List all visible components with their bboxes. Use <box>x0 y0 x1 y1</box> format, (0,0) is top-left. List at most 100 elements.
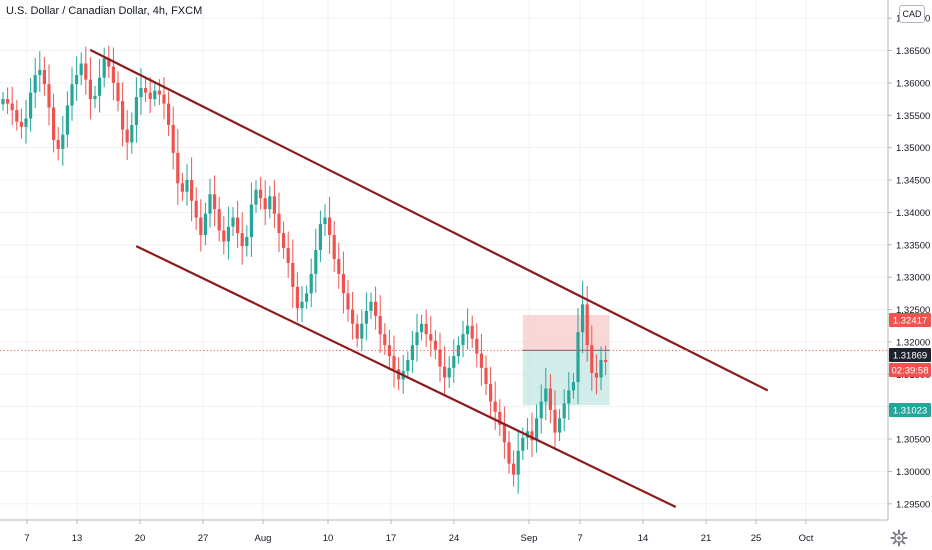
currency-badge[interactable]: CAD <box>899 5 925 23</box>
candle-body <box>134 97 138 125</box>
candle-body <box>567 390 571 404</box>
candle-body <box>521 437 525 451</box>
price-tags: 1.32417 1.31869 02:39:58 1.31023 <box>889 313 931 417</box>
candle-body <box>553 409 557 433</box>
x-axis-ticks: 7 13 20 27 Aug 10 17 24 Sep 7 14 21 25 Oct <box>24 520 814 544</box>
candle-body <box>84 63 88 80</box>
y-tick-label: 1.32500 <box>896 305 930 316</box>
candle-body <box>65 105 69 135</box>
candle-body <box>70 84 74 106</box>
candle-body <box>231 217 235 227</box>
y-tick-label: 1.36000 <box>896 78 930 89</box>
channel-lines <box>89 48 769 509</box>
candle-body <box>180 183 184 192</box>
candle-body <box>562 403 566 419</box>
candle-body <box>176 152 180 184</box>
candle-body <box>167 103 171 125</box>
candle-body <box>571 382 575 391</box>
candle-body <box>102 58 106 78</box>
candle-body <box>148 92 152 100</box>
candle-body <box>360 323 364 339</box>
candle-body <box>153 90 157 100</box>
candle-body <box>429 334 433 341</box>
x-tick-label: 13 <box>72 533 83 544</box>
candle-body <box>355 323 359 339</box>
candle-body <box>226 226 230 242</box>
candle-body <box>203 213 207 236</box>
y-tick-label: 1.33000 <box>896 273 930 284</box>
candle-body <box>475 338 479 354</box>
candle-body <box>52 107 56 140</box>
candle-body <box>539 401 543 419</box>
y-tick-label: 1.32000 <box>896 337 930 348</box>
stop-price-label: 1.32417 <box>893 316 927 327</box>
y-tick-label: 1.34000 <box>896 208 930 219</box>
candlestick-series <box>1 45 608 494</box>
candle-body <box>341 273 345 294</box>
stop-loss-zone <box>522 314 610 351</box>
candle-body <box>29 92 33 119</box>
candle-body <box>599 360 603 378</box>
candle-body <box>585 304 589 346</box>
position-zones <box>522 314 610 406</box>
candle-body <box>346 293 350 310</box>
candle-body <box>88 79 92 100</box>
candle-body <box>19 121 23 127</box>
candle-body <box>116 82 120 102</box>
candle-body <box>291 262 295 287</box>
candle-body <box>236 217 240 234</box>
x-tick-label: Oct <box>799 533 814 544</box>
candle-body <box>162 94 166 104</box>
channel-lower-line <box>135 245 677 509</box>
target-price-tag: 1.31023 <box>889 403 931 417</box>
x-tick-label: 14 <box>638 533 649 544</box>
candle-body <box>272 196 276 214</box>
candle-body <box>222 230 226 242</box>
candle-body <box>217 209 221 231</box>
countdown-label: 02:39:58 <box>892 366 929 377</box>
candle-body <box>194 200 198 218</box>
candle-body <box>125 129 129 143</box>
candle-body <box>249 204 253 238</box>
x-tick-label: 17 <box>386 533 397 544</box>
candle-body <box>171 124 175 153</box>
candle-body <box>535 418 539 441</box>
last-price-tag: 1.31869 <box>889 348 931 362</box>
candle-body <box>305 293 309 302</box>
gear-icon[interactable] <box>889 528 909 548</box>
candle-body <box>61 134 65 149</box>
candle-body <box>544 388 548 402</box>
candle-body <box>548 388 552 410</box>
candle-body <box>420 323 424 333</box>
candle-body <box>286 248 290 263</box>
candle-body <box>406 360 410 372</box>
candle-body <box>240 233 244 247</box>
take-profit-zone <box>522 350 610 406</box>
x-tick-label: 25 <box>751 533 762 544</box>
y-tick-label: 1.35000 <box>896 143 930 154</box>
candle-body <box>392 356 396 370</box>
candle-body <box>493 401 497 412</box>
candle-body <box>332 235 336 260</box>
candle-body <box>208 194 212 214</box>
target-price-label: 1.31023 <box>893 406 927 417</box>
candle-body <box>10 103 14 111</box>
candle-body <box>479 353 483 368</box>
stop-price-tag: 1.32417 <box>889 313 931 327</box>
y-tick-label: 1.33500 <box>896 240 930 251</box>
candle-body <box>323 217 327 225</box>
candle-body <box>144 88 148 93</box>
candle-body <box>259 189 263 199</box>
candle-body <box>424 323 428 335</box>
candle-body <box>337 259 341 274</box>
candle-body <box>530 431 534 441</box>
candle-body <box>24 118 28 127</box>
y-tick-label: 1.30000 <box>896 467 930 478</box>
last-price-label: 1.31869 <box>893 351 927 362</box>
candle-body <box>130 124 134 143</box>
candle-body <box>139 88 143 98</box>
x-tick-label: Aug <box>255 533 272 544</box>
candle-body <box>498 411 502 425</box>
candle-body <box>300 301 304 309</box>
